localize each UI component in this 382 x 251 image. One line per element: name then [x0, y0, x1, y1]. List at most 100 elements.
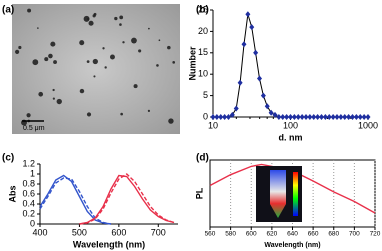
particle	[92, 58, 98, 65]
particle	[79, 88, 85, 94]
series-line	[79, 174, 175, 225]
particle	[79, 40, 85, 46]
data-point	[338, 114, 344, 120]
data-point	[303, 114, 309, 120]
y-tick-label: 20	[198, 26, 208, 36]
x-tick-label: 700	[349, 231, 360, 238]
data-point	[272, 111, 278, 118]
panel-label: (d)	[196, 153, 209, 164]
particle	[86, 112, 92, 117]
data-point	[284, 114, 290, 120]
particle	[83, 15, 90, 22]
particle	[168, 118, 174, 124]
particle	[119, 15, 124, 20]
image-panel: 0.5 μm (a)	[2, 4, 180, 134]
particle	[102, 47, 105, 50]
x-tick-label: 660	[308, 231, 319, 238]
particle	[56, 98, 62, 105]
particle	[119, 23, 122, 26]
particle	[86, 60, 90, 63]
data-point	[249, 24, 255, 31]
particle	[148, 27, 150, 30]
data-point	[322, 114, 328, 120]
x-tick-label: 1000	[358, 120, 378, 130]
data-point	[245, 11, 251, 18]
y-tick-label: 1.2	[22, 158, 35, 168]
data-point	[210, 114, 216, 120]
particle	[15, 49, 20, 54]
x-tick-label: 580	[225, 231, 236, 238]
data-point	[361, 114, 367, 120]
data-point	[334, 114, 340, 120]
particle	[92, 14, 96, 18]
particle	[88, 20, 94, 26]
x-tick-label: 700	[151, 227, 166, 237]
particle	[104, 66, 107, 69]
data-point	[264, 103, 270, 110]
particle	[50, 41, 56, 47]
data-point	[330, 114, 336, 120]
x-tick-label: 600	[111, 227, 126, 237]
y-tick-label: 0	[203, 111, 208, 121]
y-tick-label: 1	[30, 168, 35, 178]
data-point	[315, 114, 321, 120]
data-point	[218, 114, 224, 120]
x-tick-label: 640	[287, 231, 298, 238]
data-point	[342, 114, 348, 120]
series-line	[79, 173, 175, 225]
y-axis-label: Abs	[7, 185, 17, 202]
panel-label: (b)	[196, 5, 209, 16]
scale-bar-label: 0.5 μm	[23, 125, 45, 132]
particle	[110, 54, 115, 60]
chart: (c) 400 500 600 700 00.20.40.60.811.2 Waveleng…	[2, 153, 178, 249]
series-line	[39, 177, 112, 225]
x-axis-label: d. nm	[279, 132, 303, 142]
x-tick-label: 720	[370, 231, 381, 238]
vial	[270, 170, 286, 218]
tem-image	[12, 4, 180, 134]
x-tick-label: 620	[266, 231, 277, 238]
data-point	[365, 114, 371, 120]
x-axis-label: Wavelength (nm)	[73, 239, 145, 249]
data-point	[222, 114, 228, 120]
series-line	[39, 174, 112, 225]
particle	[18, 45, 22, 50]
chart: (b) 10 100 1000 0 5 10 15 20 25 d. nm Number	[187, 4, 378, 142]
data-point	[319, 114, 325, 120]
x-tick-label: 600	[246, 231, 257, 238]
particle	[147, 109, 151, 112]
inset-photo	[256, 166, 302, 222]
panel-label: (c)	[2, 153, 14, 164]
panel-label: (a)	[2, 5, 14, 16]
x-tick-label: 560	[205, 231, 216, 238]
particle	[48, 53, 53, 59]
color-bar	[293, 172, 298, 216]
particle	[114, 16, 118, 21]
particle	[172, 61, 176, 64]
particle	[52, 97, 55, 100]
y-tick-label: 0.8	[22, 178, 35, 188]
particle	[131, 37, 137, 44]
data-point	[229, 111, 235, 118]
particle	[26, 113, 31, 118]
particle	[133, 84, 138, 89]
data-point	[256, 75, 262, 82]
data-point	[326, 114, 332, 120]
data-point	[237, 79, 243, 86]
particle	[120, 112, 123, 116]
data-point	[295, 114, 301, 120]
data-point	[260, 92, 266, 99]
y-tick-label: 10	[198, 69, 208, 79]
particle	[158, 39, 161, 42]
x-tick-label: 10	[208, 120, 218, 130]
data-point	[350, 114, 356, 120]
data-point	[353, 114, 359, 120]
x-axis-label: Wavelength (nm)	[264, 242, 320, 249]
data-point	[357, 114, 363, 120]
data-point	[214, 114, 220, 120]
data-point	[346, 114, 352, 120]
particle	[93, 75, 96, 78]
particle	[156, 64, 159, 67]
particle	[37, 27, 39, 29]
